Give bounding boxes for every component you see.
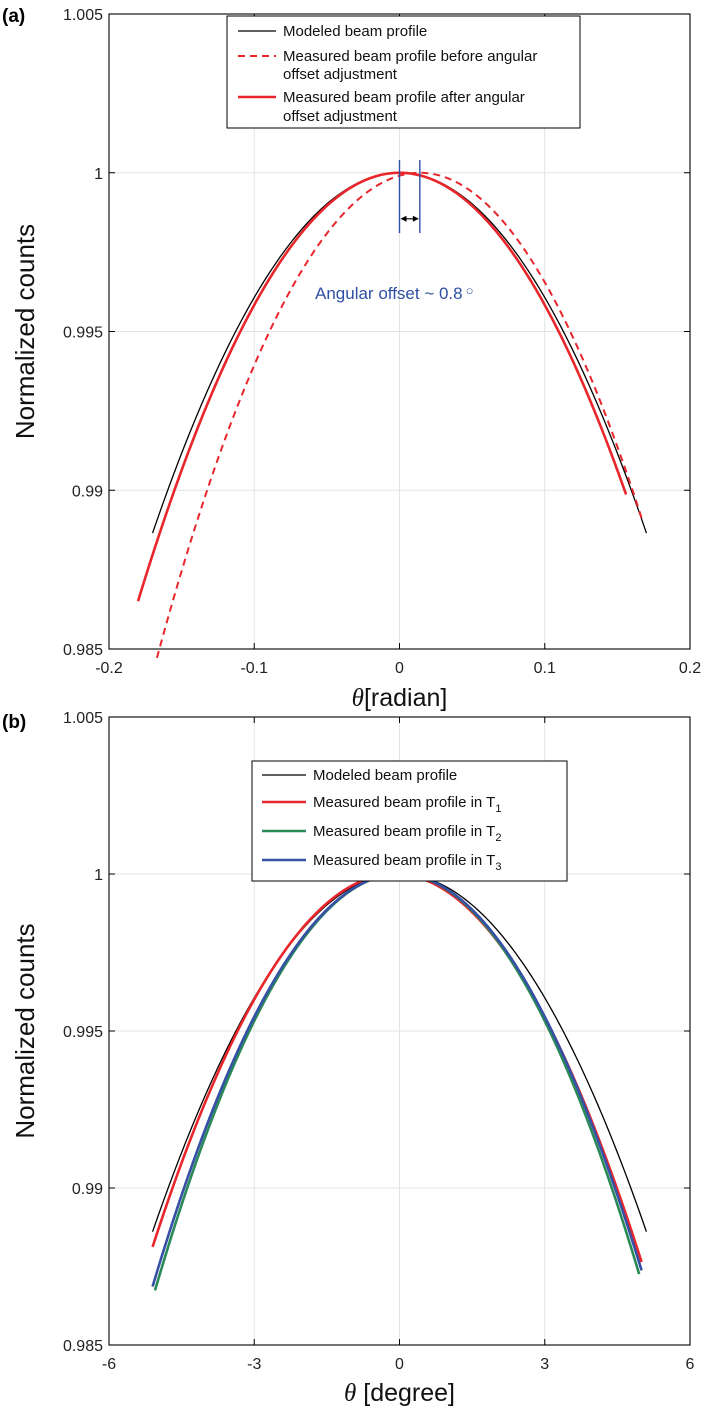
legend-box — [226, 15, 581, 129]
x-axis-label-unit: [radian] — [364, 684, 447, 712]
x-tick-label: -3 — [247, 1356, 261, 1373]
y-axis-label: Normalized counts — [10, 923, 40, 1138]
legend-entry-2: Measured beam profile in T1 — [313, 794, 501, 815]
y-axis-label: Normalized counts — [10, 224, 40, 439]
x-tick-label: 0 — [395, 1356, 404, 1373]
annotation-text: Angular offset ~ 0.8 ○ — [315, 283, 473, 303]
legend-entry-2-line-2: offset adjustment — [283, 66, 398, 83]
legend-entry-subscript: 3 — [495, 861, 501, 873]
legend-entry-text: Modeled beam profile — [313, 767, 457, 784]
y-tick-label: 0.99 — [72, 1181, 103, 1198]
chart-panel-b: (b) -6 -3 0 3 6 0.985 0.99 0.995 1 1.005 Normalized… — [2, 710, 695, 1407]
x-axis-label-unit: [degree] — [356, 1379, 455, 1407]
x-axis-label-symbol: θ — [344, 1380, 356, 1407]
y-tick-label: 1 — [94, 867, 103, 884]
legend-entry-1-line-1: Modeled beam profile — [283, 23, 427, 40]
x-axis-label: θ[radian] — [352, 684, 448, 712]
y-tick-label: 1 — [94, 166, 103, 183]
legend-entry-text: Measured beam profile in T — [313, 823, 495, 840]
x-tick-label: 0.2 — [679, 660, 701, 677]
chart-panel-a: (a) Angular offset ~ 0.8 ○ -0.2 -0.1 0 0.1 0.2 0… — [2, 6, 701, 712]
panel-label: (a) — [2, 6, 25, 27]
offset-arrow-head-left — [400, 215, 407, 222]
legend-entry-subscript: 1 — [495, 803, 501, 815]
series-line-4 — [151, 872, 643, 1287]
legend: Modeled beam profile Measured beam profil… — [226, 15, 581, 129]
y-tick-label: 1.005 — [63, 710, 103, 727]
legend-entry-2-line-1: Measured beam profile before angular — [283, 48, 537, 65]
x-tick-label: -0.1 — [240, 660, 268, 677]
x-axis-label: θ [degree] — [344, 1379, 455, 1407]
x-tick-label: -0.2 — [95, 660, 123, 677]
legend-entry-4: Measured beam profile in T3 — [313, 852, 501, 873]
legend-entry-3: Measured beam profile in T2 — [313, 823, 501, 844]
x-tick-label: 3 — [540, 1356, 549, 1373]
legend-entry-3-line-2: offset adjustment — [283, 108, 398, 125]
legend-entry-text: Measured beam profile in T — [313, 794, 495, 811]
x-axis-label-symbol: θ — [352, 685, 364, 712]
annotation-degree-symbol: ○ — [466, 283, 474, 298]
offset-arrow-head-right — [412, 215, 419, 222]
legend-entry-1: Modeled beam profile — [313, 767, 457, 784]
y-tick-label: 0.985 — [63, 642, 103, 659]
y-tick-label: 0.99 — [72, 483, 103, 500]
legend-entry-subscript: 2 — [495, 832, 501, 844]
x-tick-label: -6 — [102, 1356, 116, 1373]
annotation-text-main: Angular offset ~ 0.8 — [315, 284, 463, 303]
series-line-3 — [153, 872, 641, 1291]
y-tick-label: 0.985 — [63, 1338, 103, 1355]
y-tick-label: 1.005 — [63, 7, 103, 24]
legend-entry-text: Measured beam profile in T — [313, 852, 495, 869]
legend: Modeled beam profile Measured beam profil… — [251, 760, 568, 882]
y-tick-label: 0.995 — [63, 325, 103, 342]
angular-offset-annotation: Angular offset ~ 0.8 ○ — [315, 160, 473, 303]
x-tick-label: 0.1 — [534, 660, 556, 677]
legend-entry-3-line-1: Measured beam profile after angular — [283, 89, 525, 106]
x-tick-label: 0 — [395, 660, 404, 677]
x-tick-label: 6 — [686, 1356, 695, 1373]
y-tick-label: 0.995 — [63, 1024, 103, 1041]
series-line-3 — [136, 171, 628, 602]
panel-label: (b) — [2, 712, 26, 733]
